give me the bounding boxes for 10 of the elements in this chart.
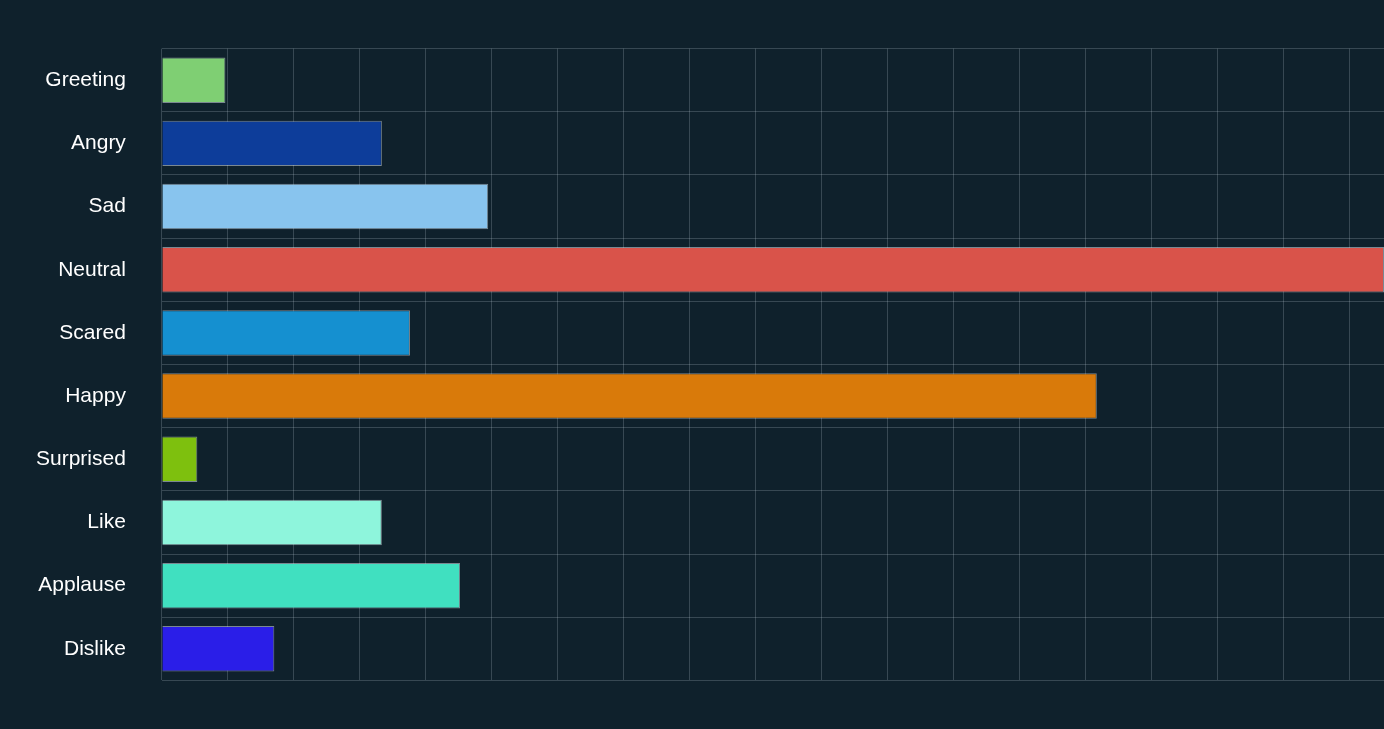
y-tick-label: Scared	[59, 319, 126, 343]
y-tick-label: Angry	[71, 130, 127, 154]
y-tick-label: Dislike	[64, 635, 126, 659]
y-tick-label: Happy	[65, 382, 127, 406]
y-tick-label: Neutral	[58, 256, 126, 280]
y-tick-label: Surprised	[35, 446, 126, 470]
y-tick-label: Like	[87, 509, 126, 533]
y-tick-label: Applause	[38, 572, 126, 596]
y-tick-label: Greeting	[45, 66, 126, 90]
y-tick-label: Sad	[88, 193, 126, 217]
